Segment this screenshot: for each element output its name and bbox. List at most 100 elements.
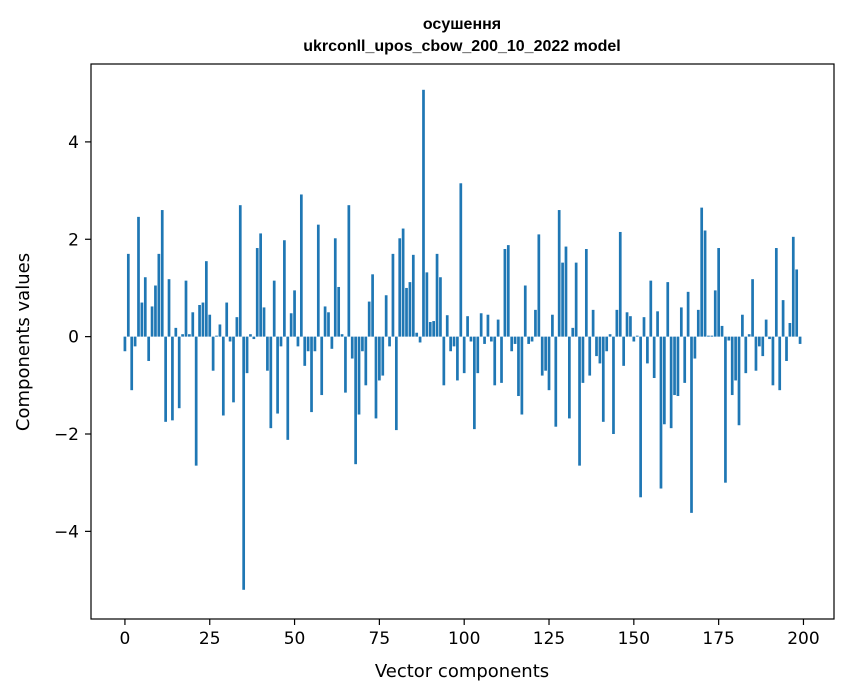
bar-41	[262, 307, 266, 337]
bar-32	[232, 336, 235, 403]
bar-58	[320, 336, 324, 396]
bar-10	[157, 253, 161, 337]
bar-77	[384, 295, 388, 337]
bar-107	[486, 314, 490, 337]
bar-31	[228, 336, 232, 342]
x-axis-label: Vector components	[375, 661, 549, 682]
bar-39	[255, 248, 259, 337]
bar-65	[344, 336, 347, 393]
bar-33	[235, 317, 239, 337]
x-tick-label: 175	[702, 629, 734, 649]
bar-164	[679, 307, 683, 337]
plot-frame	[90, 63, 835, 620]
x-tick-label: 25	[199, 629, 221, 649]
bar-158	[659, 336, 663, 489]
bar-182	[741, 314, 744, 337]
chart-title-line1: осушення	[423, 16, 501, 33]
y-tick-label: 2	[68, 230, 79, 250]
bar-96	[449, 336, 452, 352]
bar-101	[466, 316, 469, 337]
bar-67	[350, 336, 354, 359]
bar-18	[184, 280, 188, 337]
bar-130	[564, 246, 568, 337]
bar-74	[374, 336, 378, 419]
x-tick-label: 100	[448, 629, 480, 649]
bar-8	[150, 306, 154, 337]
bar-84	[408, 282, 412, 337]
bar-92	[435, 253, 439, 337]
bar-60	[327, 312, 330, 337]
bar-171	[703, 230, 707, 337]
bar-177	[724, 336, 727, 483]
bar-187	[758, 336, 761, 347]
bar-40	[259, 233, 262, 337]
bar-119	[527, 336, 531, 344]
bar-86	[415, 332, 419, 337]
bar-149	[629, 316, 632, 337]
bar-102	[469, 336, 473, 342]
bar-26	[211, 336, 215, 371]
bar-109	[493, 336, 497, 386]
bar-106	[483, 336, 486, 344]
bar-193	[778, 336, 782, 391]
bar-152	[639, 336, 642, 498]
bar-160	[666, 282, 670, 337]
bar-81	[398, 238, 402, 337]
bar-47	[283, 240, 286, 337]
bar-188	[761, 336, 765, 357]
bar-153	[642, 317, 646, 337]
bar-11	[160, 210, 164, 337]
bar-198	[795, 269, 799, 337]
x-tick-label: 50	[284, 629, 306, 649]
bar-22	[198, 304, 201, 337]
bar-series	[123, 89, 802, 590]
bar-16	[177, 336, 181, 409]
bar-64	[340, 334, 344, 337]
bar-50	[293, 290, 296, 337]
bar-30	[225, 302, 229, 337]
bar-35	[242, 336, 246, 590]
bar-1	[126, 253, 130, 337]
bar-20	[191, 312, 195, 337]
bar-125	[547, 336, 551, 391]
bar-140	[598, 336, 602, 364]
bar-75	[378, 336, 381, 381]
bar-123	[540, 336, 544, 376]
bar-162	[673, 336, 676, 396]
bar-168	[693, 336, 697, 359]
bar-179	[730, 336, 734, 396]
bar-3	[133, 336, 137, 347]
bar-90	[428, 322, 432, 337]
bar-100	[462, 336, 466, 374]
bar-76	[381, 336, 385, 376]
y-tick-label: 0	[68, 328, 79, 348]
bar-103	[473, 336, 476, 430]
x-tick-label: 125	[533, 629, 565, 649]
bar-97	[452, 336, 456, 347]
bar-172	[707, 335, 710, 337]
bar-7	[147, 336, 151, 361]
bar-134	[578, 336, 581, 466]
bar-113	[506, 245, 510, 337]
bar-73	[371, 274, 374, 337]
bar-5	[140, 302, 144, 337]
y-axis-label: Components values	[13, 253, 34, 431]
y-tick-label: 4	[68, 133, 79, 153]
bar-57	[316, 224, 320, 337]
bar-79	[391, 253, 395, 337]
bar-27	[215, 335, 218, 337]
bar-194	[781, 300, 785, 337]
bar-118	[523, 285, 527, 337]
bar-197	[791, 236, 795, 337]
bar-166	[686, 291, 690, 337]
bar-89	[425, 272, 429, 337]
bar-114	[510, 336, 514, 352]
bar-37	[249, 334, 252, 337]
bar-24	[204, 261, 208, 337]
bar-23	[201, 302, 205, 337]
bar-34	[238, 205, 242, 337]
bar-147	[622, 336, 626, 366]
bar-2	[130, 336, 134, 391]
bar-105	[479, 313, 483, 337]
bar-135	[581, 336, 585, 383]
